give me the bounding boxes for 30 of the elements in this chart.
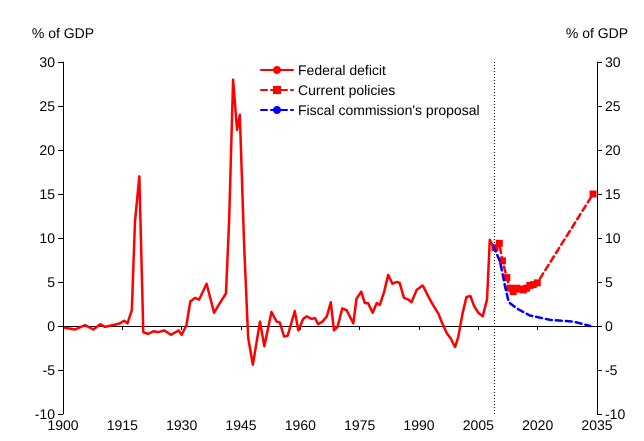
y2-tick-label: 15 bbox=[605, 186, 621, 202]
y-tick-label: 25 bbox=[39, 98, 56, 114]
y2-axis-title: % of GDP bbox=[566, 25, 628, 41]
x-tick-label: 2035 bbox=[581, 417, 613, 433]
y2-tick-label: 25 bbox=[605, 98, 621, 114]
legend-label: Federal deficit bbox=[298, 62, 386, 78]
y-tick-label: 20 bbox=[39, 142, 56, 158]
x-tick-label: 1915 bbox=[106, 417, 138, 433]
y-tick-label: 30 bbox=[39, 54, 56, 70]
x-tick-label: 1990 bbox=[403, 417, 435, 433]
x-tick-label: 1960 bbox=[284, 417, 316, 433]
y2-tick-label: 30 bbox=[605, 54, 621, 70]
y-tick-label: 15 bbox=[39, 186, 56, 202]
x-tick-label: 1945 bbox=[225, 417, 257, 433]
x-tick-label: 2020 bbox=[522, 417, 554, 433]
legend-label: Fiscal commission's proposal bbox=[298, 102, 480, 118]
y2-tick-label: 5 bbox=[605, 274, 613, 290]
y2-tick-label: 0 bbox=[605, 318, 613, 334]
legend-label: Current policies bbox=[298, 82, 396, 98]
y-axis-title: % of GDP bbox=[32, 25, 94, 41]
y-tick-label: 0 bbox=[47, 318, 56, 334]
x-tick-label: 1930 bbox=[166, 417, 198, 433]
y2-tick-label: -5 bbox=[605, 362, 618, 378]
y2-tick-label: 20 bbox=[605, 142, 621, 158]
y2-tick-label: 10 bbox=[605, 230, 621, 246]
y-tick-label: 10 bbox=[39, 230, 56, 246]
y-tick-label: 5 bbox=[47, 274, 56, 290]
y-tick-label: -5 bbox=[42, 362, 56, 378]
x-tick-label: 2005 bbox=[462, 417, 494, 433]
x-tick-label: 1975 bbox=[344, 417, 376, 433]
